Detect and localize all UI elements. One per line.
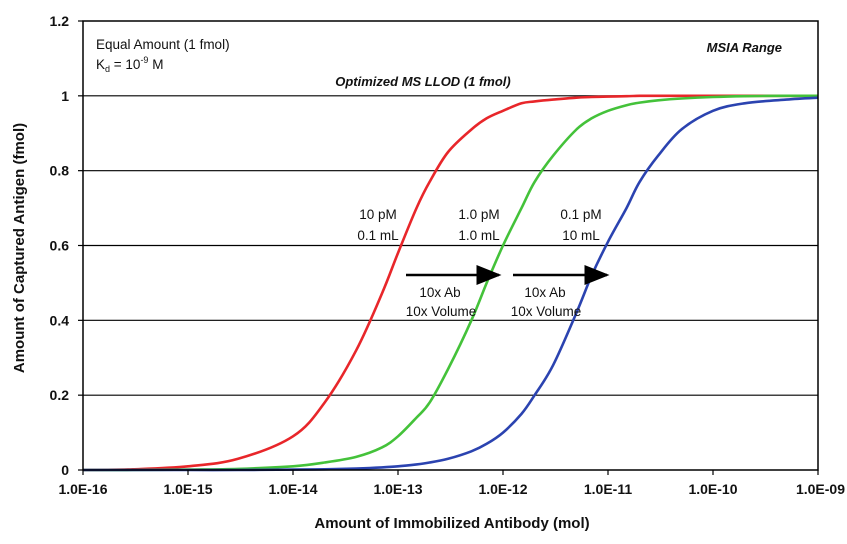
y-tick-label: 1 [61, 88, 69, 104]
arrow-1-label-volume: 10x Volume [406, 304, 477, 319]
annotation-msia-range: MSIA Range [707, 40, 782, 55]
label-blue-concentration: 0.1 pM [560, 207, 601, 222]
x-tick-label: 1.0E-10 [688, 481, 737, 497]
series-line-1 [82, 94, 818, 472]
x-tick-label: 1.0E-15 [163, 481, 212, 497]
label-red-concentration: 10 pM [359, 207, 397, 222]
label-green-volume: 1.0 mL [458, 228, 500, 243]
y-tick-label: 0.8 [50, 163, 70, 179]
x-axis-title: Amount of Immobilized Antibody (mol) [314, 515, 589, 532]
annotation-equal-amount: Equal Amount (1 fmol) [96, 37, 230, 52]
x-tick-label: 1.0E-16 [58, 481, 107, 497]
series-line-2 [82, 94, 818, 472]
gridlines [83, 95, 818, 396]
label-red-volume: 0.1 mL [357, 228, 399, 243]
y-axis-title: Amount of Captured Antigen (fmol) [11, 123, 28, 373]
annotation-llod: Optimized MS LLOD (1 fmol) [335, 74, 511, 89]
arrow-2-label-volume: 10x Volume [511, 304, 582, 319]
x-axis-ticks: 1.0E-16 1.0E-15 1.0E-14 1.0E-13 1.0E-12 1.0E-… [58, 470, 845, 497]
arrow-1-label-ab: 10x Ab [419, 285, 460, 300]
y-tick-label: 0.4 [50, 312, 70, 328]
series-lines [82, 94, 819, 472]
label-green-concentration: 1.0 pM [458, 207, 499, 222]
y-axis-ticks: 0 0.2 0.4 0.6 0.8 1 1.2 [50, 13, 83, 478]
arrow-2-label-ab: 10x Ab [524, 285, 565, 300]
label-blue-volume: 10 mL [562, 228, 600, 243]
x-tick-label: 1.0E-14 [268, 481, 317, 497]
x-tick-label: 1.0E-12 [478, 481, 527, 497]
series-line-3 [83, 96, 819, 472]
y-tick-label: 1.2 [50, 13, 70, 29]
y-tick-label: 0 [61, 462, 69, 478]
y-tick-label: 0.2 [50, 387, 70, 403]
annotation-kd: Kd = 10-9 M [96, 55, 163, 74]
x-tick-label: 1.0E-13 [373, 481, 422, 497]
x-tick-label: 1.0E-09 [796, 481, 845, 497]
y-tick-label: 0.6 [50, 238, 70, 254]
x-tick-label: 1.0E-11 [584, 481, 632, 497]
